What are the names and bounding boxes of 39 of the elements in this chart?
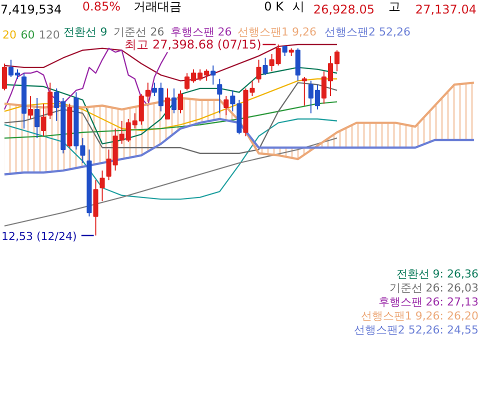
text: 후행스팬 26: 27,13 bbox=[378, 296, 478, 308]
candlestick bbox=[302, 76, 307, 106]
text: 60 bbox=[20, 28, 35, 42]
text: 0.85% bbox=[82, 0, 121, 14]
text: 기준선 26 bbox=[114, 26, 164, 38]
text: 선행스팬1 9,26 bbox=[238, 26, 316, 38]
text: 전환선 9: 26,36 bbox=[396, 268, 479, 280]
text: 선행스팬2 52,26: 24,55 bbox=[354, 324, 479, 336]
text: 기준선 26: 26,03 bbox=[389, 282, 478, 294]
text: 고 bbox=[388, 0, 400, 14]
candlestick bbox=[41, 103, 46, 137]
text: 26,928.05 bbox=[313, 2, 375, 16]
candlestick bbox=[282, 46, 288, 56]
candlestick bbox=[164, 88, 170, 120]
text: 120 bbox=[38, 28, 60, 42]
candlestick bbox=[178, 90, 184, 114]
text: 20 bbox=[2, 28, 16, 42]
text: 시 bbox=[292, 0, 304, 14]
text: 7,419,534 bbox=[0, 2, 62, 16]
candlestick bbox=[217, 78, 222, 114]
text: 선행스팬2 52,26 bbox=[324, 26, 410, 38]
text: 27,137.04 bbox=[415, 2, 477, 16]
candlestick bbox=[34, 97, 40, 139]
candlestick bbox=[2, 63, 7, 91]
candlestick bbox=[262, 57, 268, 76]
candlestick bbox=[171, 88, 177, 114]
annotation: 최고 27,398.68 (07/15) bbox=[124, 38, 262, 52]
annotation: 12,53 (12/24) bbox=[2, 230, 77, 243]
candlestick bbox=[100, 170, 105, 202]
candlestick bbox=[210, 65, 216, 86]
text: 전환선 9 bbox=[64, 26, 108, 38]
candlestick bbox=[256, 59, 262, 84]
candlestick bbox=[224, 96, 229, 116]
candlestick bbox=[28, 96, 34, 120]
text: 선행스팬1 9,26: 26,20 bbox=[360, 310, 479, 322]
text: 0 K bbox=[264, 0, 285, 14]
text: 거래대금 bbox=[134, 0, 182, 14]
series-label: 후행스팬 26 bbox=[170, 26, 232, 38]
candlestick bbox=[48, 82, 53, 120]
